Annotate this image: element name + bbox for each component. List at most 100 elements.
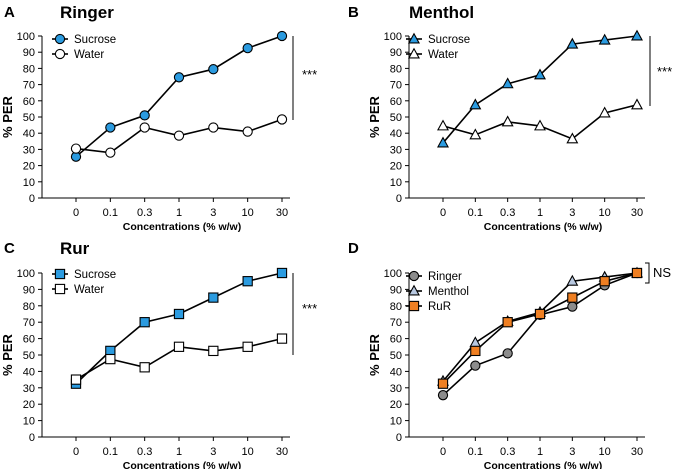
y-axis-label: % PER (0, 95, 15, 138)
y-tick-label: 30 (390, 144, 402, 156)
y-tick-label: 0 (396, 193, 402, 205)
x-tick-label: 0.3 (500, 207, 515, 219)
y-tick-label: 80 (390, 63, 402, 75)
legend-label: Water (74, 284, 104, 296)
series-line-sucrose (75, 272, 283, 385)
legend-label: Water (74, 49, 104, 61)
x-tick-label: 1 (537, 207, 543, 219)
y-tick-label: 50 (23, 350, 35, 362)
y-tick-label: 0 (29, 432, 35, 444)
y-tick-label: 60 (23, 96, 35, 108)
data-point-rur (599, 276, 610, 287)
data-point-menthol (566, 274, 579, 286)
y-tick-label: 20 (23, 399, 35, 411)
data-point-sucrose (469, 98, 482, 110)
panel-title: Menthol (409, 3, 474, 22)
y-tick-label: 30 (390, 383, 402, 395)
panel-c: C Rur 0 10 20 30 40 50 60 70 80 90 100 0 0.1 0.3 1 3 10 30 C… (0, 239, 317, 469)
y-tick-label: 80 (390, 301, 402, 313)
panel-letter: D (348, 240, 359, 257)
significance-label: NS (653, 265, 671, 280)
data-point-sucrose (276, 267, 288, 279)
legend-marker-sucrose (408, 32, 420, 44)
x-tick-label: 1 (176, 446, 182, 458)
x-tick-label: 0 (73, 207, 79, 219)
panel-letter: C (4, 240, 15, 257)
panel-d: D 0 10 20 30 40 50 60 70 80 90 100 0 0.1 0.3 1 3 10 30 Conc… (348, 240, 671, 469)
data-point-sucrose (208, 292, 219, 303)
data-point-water (437, 119, 449, 131)
data-point-rur (631, 267, 643, 279)
y-tick-label: 0 (396, 432, 402, 444)
data-point-sucrose (173, 72, 185, 83)
y-tick-label: 70 (390, 80, 402, 92)
x-tick-label: 30 (631, 207, 643, 219)
significance-label: *** (657, 64, 672, 79)
x-tick-label: 3 (569, 446, 575, 458)
legend-label: Sucrose (428, 34, 470, 46)
data-point-sucrose (598, 33, 611, 45)
legend-label: Sucrose (74, 34, 116, 46)
data-point-sucrose (276, 30, 288, 42)
x-tick-label: 0.1 (468, 446, 483, 458)
legend-marker-water (54, 48, 66, 60)
x-tick-label: 0.3 (137, 207, 152, 219)
y-tick-label: 50 (390, 350, 402, 362)
x-axis-label: Concentrations (% w/w) (123, 460, 241, 469)
legend-label: Sucrose (74, 269, 116, 281)
legend-label: Menthol (428, 286, 469, 298)
x-axis-label: Concentrations (% w/w) (123, 221, 241, 233)
data-point-water (70, 374, 82, 385)
x-tick-label: 3 (569, 207, 575, 219)
data-point-menthol (469, 336, 482, 348)
legend-label: RuR (428, 301, 451, 313)
y-tick-label: 20 (23, 161, 35, 173)
y-tick-label: 20 (390, 161, 402, 173)
y-tick-label: 70 (390, 317, 402, 329)
y-tick-label: 70 (23, 317, 35, 329)
data-point-ringer (470, 360, 481, 371)
y-tick-label: 100 (17, 268, 35, 280)
data-point-sucrose (139, 110, 150, 121)
x-tick-label: 10 (242, 446, 254, 458)
y-tick-label: 50 (390, 112, 402, 124)
data-point-water (139, 122, 150, 133)
data-point-water (105, 147, 116, 158)
data-point-rur (437, 378, 449, 389)
y-axis-label: % PER (367, 95, 382, 138)
y-tick-label: 60 (23, 334, 35, 346)
legend-label: Water (428, 49, 458, 61)
x-tick-label: 0.1 (103, 446, 118, 458)
y-tick-label: 80 (23, 301, 35, 313)
data-point-sucrose (105, 122, 116, 133)
data-point-water (242, 126, 253, 137)
data-point-water (242, 341, 253, 352)
data-point-rur (567, 292, 578, 303)
x-tick-label: 0.3 (137, 446, 152, 458)
data-point-water (173, 130, 185, 141)
data-point-water (566, 132, 579, 144)
data-point-water (469, 128, 482, 140)
legend-marker-ringer (408, 270, 420, 282)
data-point-sucrose (631, 29, 643, 41)
y-tick-label: 60 (390, 96, 402, 108)
y-tick-label: 40 (23, 366, 35, 378)
x-tick-label: 1 (537, 446, 543, 458)
y-tick-label: 90 (23, 284, 35, 296)
panel-b: B Menthol 0 10 20 30 40 50 60 70 80 90 100 0 0.1 0.3 1 3 1… (348, 3, 672, 233)
x-axis-label: Concentrations (% w/w) (484, 221, 602, 233)
panel-letter: A (4, 4, 15, 21)
y-tick-label: 30 (23, 144, 35, 156)
x-tick-label: 10 (599, 207, 611, 219)
legend-marker-rur (408, 300, 420, 312)
data-point-water (534, 119, 546, 131)
data-point-water (105, 353, 116, 365)
y-tick-label: 100 (384, 268, 402, 280)
y-tick-label: 60 (390, 334, 402, 346)
y-tick-label: 40 (23, 128, 35, 140)
series-line-ringer (442, 272, 638, 396)
x-tick-label: 1 (176, 207, 182, 219)
x-tick-label: 0.1 (103, 207, 118, 219)
data-point-water (208, 122, 219, 133)
data-point-water (631, 98, 643, 110)
